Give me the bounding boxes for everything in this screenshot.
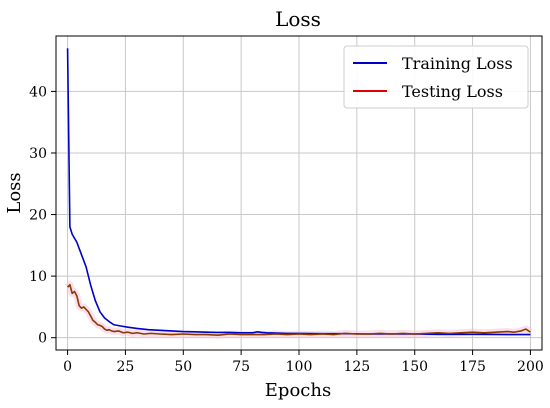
y-ticks: 0 10 20 30 40	[29, 84, 56, 347]
x-ticks: 0 25 50 75 100 125 150 175 200	[63, 350, 544, 375]
x-tick-label: 25	[117, 359, 135, 375]
x-tick-label: 0	[63, 359, 72, 375]
legend-entry: Testing Loss	[402, 82, 503, 101]
x-tick-label: 50	[174, 359, 192, 375]
x-tick-label: 200	[517, 359, 544, 375]
x-tick-label: 175	[459, 359, 486, 375]
legend: Training Loss Testing Loss	[343, 45, 529, 109]
y-tick-label: 20	[29, 208, 47, 224]
x-axis-label: Epochs	[265, 380, 331, 401]
y-axis-label: Loss	[4, 172, 25, 213]
x-tick-label: 75	[232, 359, 250, 375]
legend-box	[343, 45, 529, 109]
y-tick-label: 30	[29, 146, 47, 162]
y-tick-label: 0	[38, 331, 47, 347]
x-tick-label: 150	[401, 359, 428, 375]
y-tick-label: 40	[29, 84, 47, 100]
y-tick-label: 10	[29, 269, 47, 285]
chart-title: Loss	[275, 7, 321, 31]
x-tick-label: 100	[286, 359, 313, 375]
legend-entry: Training Loss	[402, 54, 513, 73]
testing-loss-line	[66, 283, 531, 337]
x-tick-label: 125	[343, 359, 370, 375]
series-lines	[65, 48, 533, 339]
